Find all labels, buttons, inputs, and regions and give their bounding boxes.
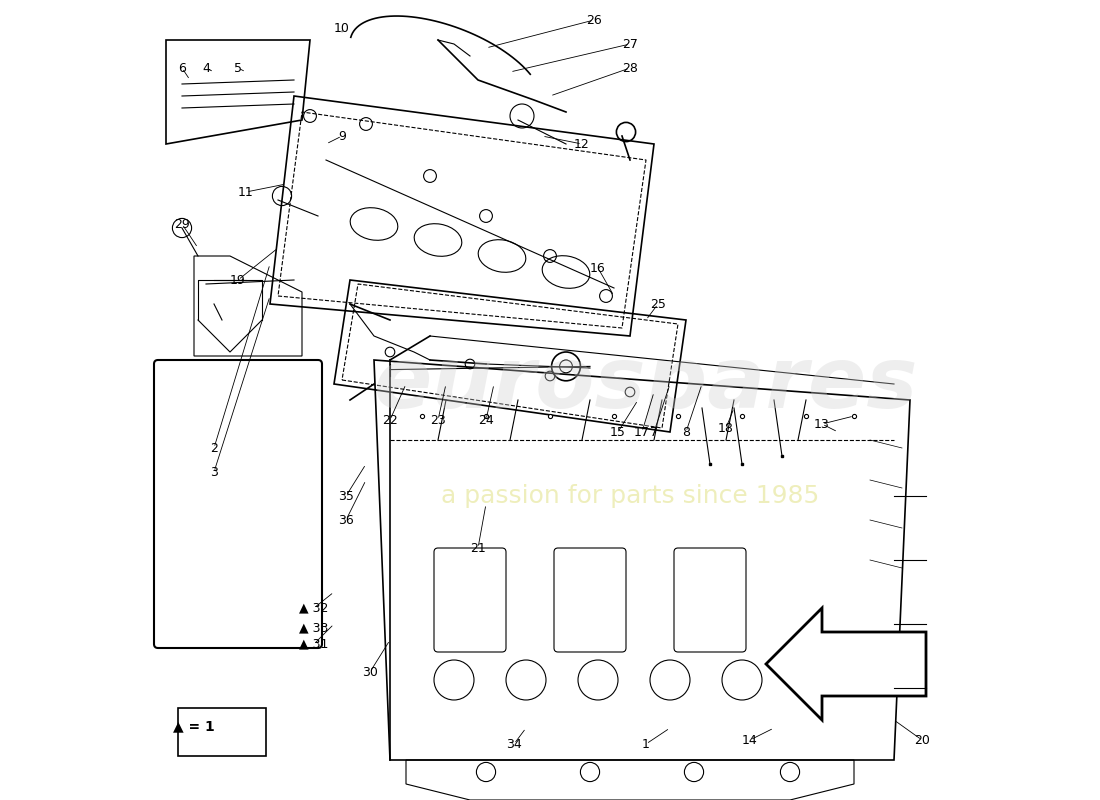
- Text: 17: 17: [634, 426, 650, 438]
- Text: a passion for parts since 1985: a passion for parts since 1985: [441, 484, 820, 508]
- Text: 34: 34: [506, 738, 521, 750]
- Text: 22: 22: [382, 414, 398, 426]
- Text: 28: 28: [623, 62, 638, 74]
- Text: 1: 1: [642, 738, 650, 750]
- Text: 24: 24: [478, 414, 494, 426]
- Text: 26: 26: [586, 14, 602, 26]
- Text: 2: 2: [210, 442, 218, 454]
- Text: 20: 20: [914, 734, 929, 746]
- Text: 21: 21: [470, 542, 486, 554]
- Text: 23: 23: [430, 414, 446, 426]
- Text: ▲ 33: ▲ 33: [299, 622, 329, 634]
- Polygon shape: [766, 608, 926, 720]
- Text: 14: 14: [742, 734, 758, 746]
- Text: 27: 27: [623, 38, 638, 50]
- Text: ▲ 32: ▲ 32: [299, 602, 329, 614]
- Text: 19: 19: [230, 274, 246, 286]
- Text: 15: 15: [610, 426, 626, 438]
- Text: ▲ = 1: ▲ = 1: [173, 719, 214, 734]
- Text: 6: 6: [178, 62, 186, 74]
- Text: 35: 35: [338, 490, 354, 502]
- Text: 9: 9: [338, 130, 345, 142]
- Text: eurospares: eurospares: [374, 342, 918, 426]
- Text: 29: 29: [174, 218, 190, 230]
- Text: ▲ 31: ▲ 31: [299, 638, 329, 650]
- Text: 18: 18: [718, 422, 734, 434]
- Text: 25: 25: [650, 298, 666, 310]
- Text: 4: 4: [202, 62, 210, 74]
- Text: 16: 16: [590, 262, 606, 274]
- Text: 12: 12: [574, 138, 590, 150]
- Text: 36: 36: [338, 514, 354, 526]
- Text: 8: 8: [682, 426, 690, 438]
- Text: 11: 11: [238, 186, 254, 198]
- Text: 3: 3: [210, 466, 218, 478]
- Text: 10: 10: [334, 22, 350, 34]
- Text: 5: 5: [234, 62, 242, 74]
- Text: 30: 30: [362, 666, 378, 678]
- Text: 7: 7: [650, 426, 658, 438]
- Text: 13: 13: [814, 418, 829, 430]
